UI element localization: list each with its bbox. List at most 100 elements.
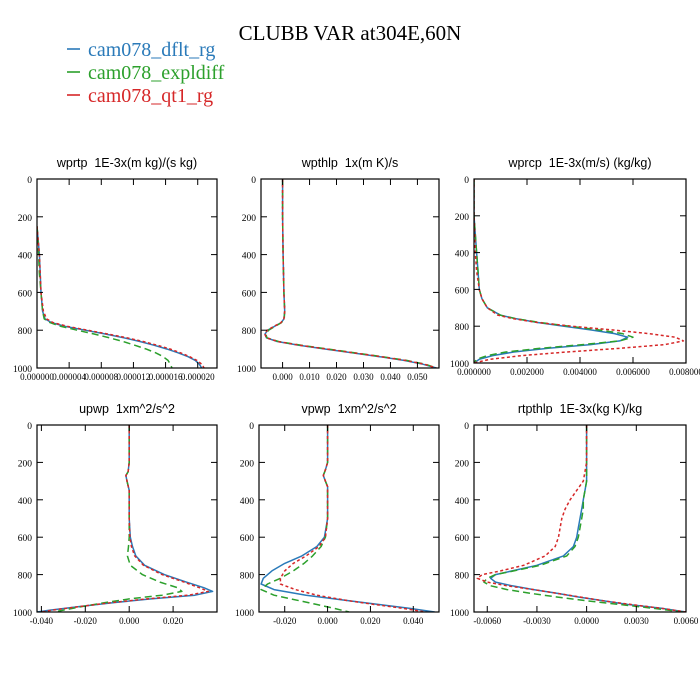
y-tick-label: 400: [455, 250, 470, 260]
series-group: [474, 179, 685, 363]
chart-panel: wprtp 1E-3x(m kg)/(s kg) 0 200 400 600 800 100…: [13, 156, 218, 382]
plot-frame: [473, 424, 687, 613]
chart-panel: vpwp 1xm^2/s^2 0 200 400 600 800 1000 -0.020 0.0…: [235, 402, 440, 626]
y-tick-label: 0: [464, 422, 469, 432]
y-tick-label: 800: [18, 327, 33, 337]
x-tick-label: 0.0000: [574, 616, 599, 626]
x-tick-label: 0.010: [299, 372, 320, 382]
x-tick-label: -0.0060: [473, 616, 501, 626]
series-line: [265, 179, 437, 368]
y-tick-label: 1000: [450, 609, 469, 619]
x-tick-label: 0.000: [119, 616, 140, 626]
y-tick-label: 1000: [235, 609, 254, 619]
y-tick-label: 600: [240, 534, 255, 544]
y-tick-label: 800: [18, 572, 33, 582]
y-tick-label: 800: [240, 572, 255, 582]
panel-title: upwp 1xm^2/s^2: [79, 402, 175, 416]
x-tick-label: 0.0060: [674, 616, 699, 626]
x-tick-label: 0.040: [403, 616, 424, 626]
legend-label: cam078_expldiff: [88, 62, 225, 84]
x-tick-label: 0.020: [163, 616, 184, 626]
y-tick-label: 200: [18, 459, 33, 469]
figure-legend: cam078_dflt_rgcam078_expldiffcam078_qt1_…: [67, 39, 225, 107]
x-tick-label: 0.020: [326, 372, 347, 382]
y-tick-label: 600: [18, 289, 33, 299]
x-tick-label: -0.020: [273, 616, 297, 626]
panel-title: wpthlp 1x(m K)/s: [301, 156, 399, 170]
x-tick-label: -0.040: [30, 616, 54, 626]
x-tick-label: 0.000000: [20, 372, 54, 382]
y-tick-label: 200: [242, 214, 257, 224]
plot-frame: [36, 178, 218, 369]
chart-panel: upwp 1xm^2/s^2 0 200 400 600 800 1000-0.040 -0.…: [13, 402, 218, 626]
y-tick-label: 800: [455, 323, 470, 333]
series-line: [260, 425, 350, 612]
x-tick-label: 0.002000: [510, 367, 544, 377]
x-tick-label: 0.000008: [84, 372, 118, 382]
panel-title: vpwp 1xm^2/s^2: [301, 402, 396, 416]
chart-panel: wpthlp 1x(m K)/s 0 200 400 600 800 1000 0.000 0.…: [237, 156, 440, 382]
y-tick-label: 0: [27, 422, 32, 432]
legend-entry: cam078_qt1_rg: [67, 85, 213, 107]
y-tick-label: 200: [455, 459, 470, 469]
x-tick-label: 0.000: [317, 616, 338, 626]
x-tick-label: 0.000: [272, 372, 293, 382]
y-tick-label: 1000: [13, 609, 32, 619]
x-tick-label: 0.0030: [624, 616, 649, 626]
legend-label: cam078_dflt_rg: [88, 39, 215, 61]
y-tick-label: 400: [242, 252, 257, 262]
y-tick-label: 600: [455, 534, 470, 544]
series-group: [260, 425, 435, 612]
panel-title: wprcp 1E-3x(m/s) (kg/kg): [507, 156, 651, 170]
legend-entry: cam078_expldiff: [67, 62, 225, 84]
plot-frame: [260, 178, 440, 369]
y-tick-label: 600: [455, 286, 470, 296]
y-tick-label: 200: [240, 459, 255, 469]
chart-panel: wprcp 1E-3x(m/s) (kg/kg) 0 200 400 600 800 100…: [450, 156, 700, 377]
y-tick-label: 1000: [450, 360, 469, 370]
y-tick-label: 0: [251, 176, 256, 186]
x-tick-label: 0.000004: [52, 372, 86, 382]
x-tick-label: 0.000000: [457, 367, 491, 377]
plot-frame: [258, 424, 440, 613]
series-line: [474, 179, 634, 363]
x-tick-label: 0.000020: [181, 372, 215, 382]
x-tick-label: 0.030: [353, 372, 374, 382]
x-tick-label: 0.040: [380, 372, 401, 382]
y-tick-label: 800: [455, 572, 470, 582]
series-line: [474, 179, 685, 363]
series-line: [483, 425, 683, 612]
series-line: [37, 226, 205, 368]
series-line: [54, 425, 183, 612]
panel-title: rtpthlp 1E-3x(kg K)/kg: [518, 402, 642, 416]
y-tick-label: 0: [249, 422, 254, 432]
x-tick-label: 0.000012: [117, 372, 151, 382]
x-tick-label: 0.000016: [149, 372, 183, 382]
x-tick-label: 0.006000: [616, 367, 650, 377]
chart-panel: rtpthlp 1E-3x(kg K)/kg02004006008001000-…: [450, 402, 699, 626]
x-tick-label: 0.004000: [563, 367, 597, 377]
x-tick-label: -0.020: [74, 616, 98, 626]
series-group: [264, 179, 437, 368]
x-tick-label: -0.0030: [523, 616, 551, 626]
y-tick-label: 0: [27, 176, 32, 186]
plot-frame: [36, 424, 218, 613]
panel-title: wprtp 1E-3x(m kg)/(s kg): [56, 156, 197, 170]
legend-label: cam078_qt1_rg: [88, 85, 213, 107]
series-group: [476, 425, 686, 612]
series-group: [37, 425, 214, 612]
panel-grid: wprtp 1E-3x(m kg)/(s kg) 0 200 400 600 800 100…: [13, 156, 700, 626]
y-tick-label: 200: [455, 213, 470, 223]
y-tick-label: 0: [464, 176, 469, 186]
y-tick-label: 400: [18, 252, 33, 262]
y-tick-label: 600: [18, 534, 33, 544]
legend-entry: cam078_dflt_rg: [67, 39, 215, 61]
series-line: [41, 425, 209, 612]
series-line: [476, 425, 686, 612]
y-tick-label: 400: [240, 497, 255, 507]
y-tick-label: 1000: [13, 365, 32, 375]
y-tick-label: 800: [242, 327, 257, 337]
y-tick-label: 1000: [237, 365, 256, 375]
